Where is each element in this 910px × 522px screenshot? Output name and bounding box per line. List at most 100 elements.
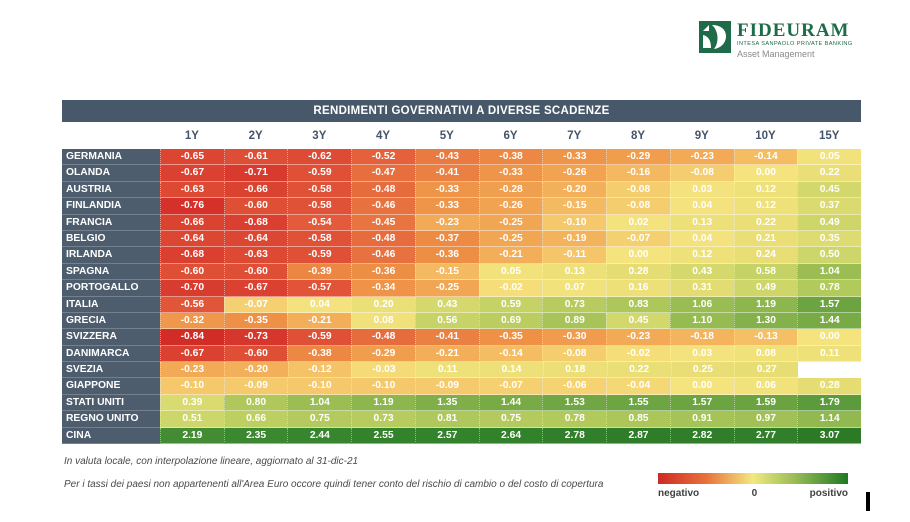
heatmap-cell: -0.23 — [160, 362, 224, 379]
table-row: OLANDA -0.67 -0.71 -0.59 -0.47 -0.41 -0.33 -0.2… — [62, 165, 862, 182]
heatmap-cell: -0.09 — [414, 378, 479, 395]
heatmap-cell: 1.59 — [733, 394, 798, 412]
heatmap-cell: -0.70 — [160, 280, 224, 297]
color-scale-gradient — [658, 473, 848, 484]
heatmap-cell: -0.14 — [478, 345, 543, 363]
table-row: IRLANDA -0.68 -0.63 -0.59 -0.46 -0.36 -0.21 -0.… — [62, 247, 862, 264]
heatmap-cell: 3.07 — [797, 427, 862, 445]
heatmap-cell: -0.67 — [160, 345, 224, 363]
heatmap-cell: 0.83 — [606, 296, 670, 313]
column-header-4y: 4Y — [376, 129, 391, 142]
heatmap-cell: -0.36 — [351, 263, 415, 281]
column-header-10y: 10Y — [755, 129, 776, 142]
heatmap-cell: -0.63 — [160, 181, 224, 199]
heatmap-cell: 0.80 — [223, 394, 288, 412]
row-label: STATI UNITI — [62, 394, 160, 412]
heatmap-cell: 0.08 — [351, 312, 415, 330]
heatmap-cell: -0.08 — [669, 165, 734, 182]
heatmap-cell: 0.24 — [733, 247, 798, 264]
heatmap-cell: 0.97 — [733, 411, 798, 428]
heatmap-cell: 0.22 — [606, 362, 671, 379]
heatmap-cell: -0.02 — [606, 345, 670, 363]
table-row: FINLANDIA -0.76 -0.60 -0.58 -0.46 -0.33 -0.26-… — [62, 198, 862, 215]
heatmap-cell: 0.45 — [797, 181, 862, 199]
row-label: OLANDA — [62, 165, 160, 182]
heatmap-cell: 2.57 — [414, 427, 479, 445]
heatmap-cell: -0.46 — [351, 198, 415, 215]
heatmap-cell: -0.10 — [351, 378, 415, 395]
heatmap-cell: -0.48 — [351, 181, 415, 199]
row-label: REGNO UNITO — [62, 411, 160, 428]
heatmap-cell: 1.04 — [287, 394, 352, 412]
heatmap-cell: 1.44 — [478, 394, 543, 412]
heatmap-cell: -0.65 — [160, 149, 224, 166]
heatmap-cell: 0.39 — [160, 394, 224, 412]
heatmap-cell: -0.03 — [351, 362, 416, 379]
heatmap-cell: 1.55 — [606, 394, 670, 412]
heatmap-cell: -0.35 — [223, 312, 288, 330]
heatmap-cell: 0.35 — [797, 230, 862, 248]
heatmap-cell: -0.67 — [223, 280, 288, 297]
heatmap-cell: -0.19 — [542, 230, 607, 248]
heatmap-cell: 0.49 — [797, 214, 862, 231]
heatmap-cell: -0.14 — [733, 149, 798, 166]
legend-zero-label: 0 — [751, 488, 758, 499]
row-label: SPAGNA — [62, 263, 160, 281]
row-label: ITALIA — [62, 296, 160, 313]
heatmap-cell: 1.57 — [797, 296, 862, 313]
heatmap-cell: 0.02 — [606, 214, 670, 231]
heatmap-cell: 0.11 — [415, 362, 480, 379]
heatmap-cell: 0.05 — [797, 149, 862, 166]
column-header-7y: 7Y — [567, 129, 582, 142]
heatmap-cell: 0.00 — [606, 247, 670, 264]
row-label: DANIMARCA — [62, 345, 160, 363]
heatmap-cell: 0.28 — [797, 378, 862, 395]
heatmap-cell: -0.54 — [287, 214, 352, 231]
fideuram-logo: FIDEURAM INTESA SANPAOLO PRIVATE BANKING… — [699, 21, 869, 59]
heatmap-cell: 0.03 — [669, 345, 734, 363]
heatmap-cell: 2.87 — [606, 427, 670, 445]
heatmap-cell: -0.10 — [287, 378, 352, 395]
heatmap-cell: 0.75 — [478, 411, 543, 428]
heatmap-cell: 0.28 — [606, 263, 670, 281]
heatmap-cell: -0.23 — [606, 329, 670, 346]
heatmap-cell: -0.18 — [669, 329, 734, 346]
heatmap-cell: -0.21 — [287, 312, 352, 330]
heatmap-cell: 0.49 — [733, 280, 798, 297]
column-header-9y: 9Y — [694, 129, 709, 142]
heatmap-cell: -0.59 — [287, 329, 352, 346]
heatmap-cell: -0.10 — [160, 378, 224, 395]
row-label: GRECIA — [62, 312, 160, 330]
heatmap-cell: 1.10 — [669, 312, 734, 330]
heatmap-cell: -0.67 — [160, 165, 224, 182]
heatmap-cell: 0.11 — [797, 345, 862, 363]
heatmap-cell: 0.45 — [606, 312, 670, 330]
heatmap-cell: -0.10 — [542, 214, 607, 231]
heatmap-cell: 0.50 — [797, 247, 862, 264]
heatmap-cell: 0.00 — [797, 329, 862, 346]
heatmap-cell: 0.31 — [669, 280, 734, 297]
heatmap-cell: -0.71 — [223, 165, 288, 182]
heatmap-cell: -0.21 — [478, 247, 543, 264]
heatmap-cell: -0.41 — [414, 165, 479, 182]
heatmap-cell: -0.47 — [351, 165, 415, 182]
heatmap-cell: -0.38 — [478, 149, 543, 166]
row-label: SVIZZERA — [62, 329, 160, 346]
heatmap-cell: -0.46 — [351, 247, 415, 264]
heatmap-cell: -0.15 — [542, 198, 607, 215]
heatmap-cell: -0.59 — [287, 165, 352, 182]
heatmap-cell: -0.57 — [287, 280, 352, 297]
heatmap-cell: 0.00 — [733, 165, 798, 182]
row-label: FRANCIA — [62, 214, 160, 231]
heatmap-cell: 0.25 — [670, 362, 735, 379]
column-header-1y: 1Y — [184, 129, 199, 142]
heatmap-cell: -0.60 — [223, 263, 288, 281]
heatmap-cell: 0.43 — [414, 296, 479, 313]
heatmap-cell: 0.12 — [669, 247, 734, 264]
heatmap-cell: -0.15 — [414, 263, 479, 281]
heatmap-cell: -0.23 — [414, 214, 479, 231]
row-label: GIAPPONE — [62, 378, 160, 395]
heatmap-cell: 2.77 — [733, 427, 798, 445]
heatmap-cell: -0.38 — [287, 345, 352, 363]
heatmap-cell: 1.19 — [351, 394, 415, 412]
